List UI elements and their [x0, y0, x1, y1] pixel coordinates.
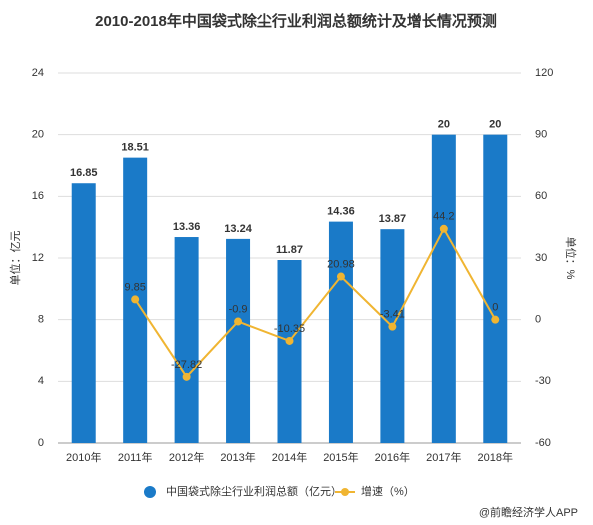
bar: [71, 183, 96, 443]
bar-value-label: 13.24: [224, 223, 252, 235]
bar: [277, 260, 302, 443]
bar: [226, 238, 251, 443]
source: @前瞻经济学人APP: [479, 505, 578, 519]
line-value-label: -10.35: [274, 323, 305, 335]
y2-tick-label: -30: [535, 375, 551, 387]
x-tick-label: 2017年: [426, 450, 461, 464]
bar-value-label: 14.36: [327, 206, 355, 218]
line-point: [491, 315, 500, 324]
line-value-label: 20.98: [327, 258, 355, 270]
bar-value-label: 20: [489, 119, 501, 131]
y2-tick-label: 60: [535, 190, 547, 202]
bar-value-label: 13.87: [379, 213, 407, 225]
line-point: [388, 322, 397, 331]
y-tick-label: 12: [32, 252, 44, 264]
legend-label: 增速（%）: [361, 484, 415, 498]
line-value-label: -0.9: [229, 303, 248, 315]
chart-title: 2010-2018年中国袋式除尘行业利润总额统计及增长情况预测: [95, 12, 497, 30]
line-point: [285, 336, 294, 345]
x-tick-label: 2014年: [272, 450, 307, 464]
bar-value-label: 11.87: [276, 244, 303, 256]
line-point: [234, 317, 243, 326]
bar-value-label: 18.51: [121, 142, 149, 154]
bar: [380, 229, 405, 443]
x-tick-label: 2018年: [478, 450, 513, 464]
y-axis-label: 单位：亿元: [8, 231, 22, 286]
y2-tick-label: 30: [535, 252, 547, 264]
line-point: [182, 372, 191, 381]
bar: [483, 134, 508, 443]
y2-tick-label: 90: [535, 129, 547, 141]
legend-label: 中国袋式除尘行业利润总额（亿元）: [166, 484, 342, 498]
bar-value-label: 20: [438, 119, 450, 131]
x-tick-label: 2015年: [323, 450, 358, 464]
bar: [328, 221, 353, 443]
line-value-label: 9.85: [124, 281, 145, 293]
line-point: [336, 272, 345, 281]
x-tick-label: 2011年: [118, 450, 153, 464]
line-value-label: -27.82: [171, 359, 202, 371]
y-tick-label: 0: [38, 437, 44, 449]
x-tick-label: 2013年: [220, 450, 255, 464]
line: [134, 226, 497, 379]
bar-value-label: 16.85: [70, 167, 98, 179]
y-tick-label: 20: [32, 129, 44, 141]
bar: [431, 134, 456, 443]
legend-swatch: [341, 488, 349, 496]
y-tick-label: 8: [38, 314, 44, 326]
x-tick-label: 2012年: [169, 450, 204, 464]
line-value-label: -3.41: [380, 309, 405, 321]
x-tick-label: 2016年: [375, 450, 410, 464]
y-tick-label: 24: [32, 67, 44, 79]
bar: [174, 237, 199, 443]
y2-tick-label: 120: [535, 67, 553, 79]
y-tick-label: 4: [38, 375, 44, 387]
y2-tick-label: 0: [535, 314, 541, 326]
legend-swatch: [144, 486, 156, 498]
line-point: [131, 295, 140, 304]
line-point: [439, 224, 448, 233]
line-value-label: 0: [492, 302, 498, 314]
y2-axis-label: 单位：%: [564, 237, 578, 280]
line-value-label: 44.2: [433, 211, 454, 223]
y2-tick-label: -60: [535, 437, 551, 449]
x-tick-label: 2010年: [66, 450, 101, 464]
bar-value-label: 13.36: [173, 221, 201, 233]
y-tick-label: 16: [32, 190, 44, 202]
